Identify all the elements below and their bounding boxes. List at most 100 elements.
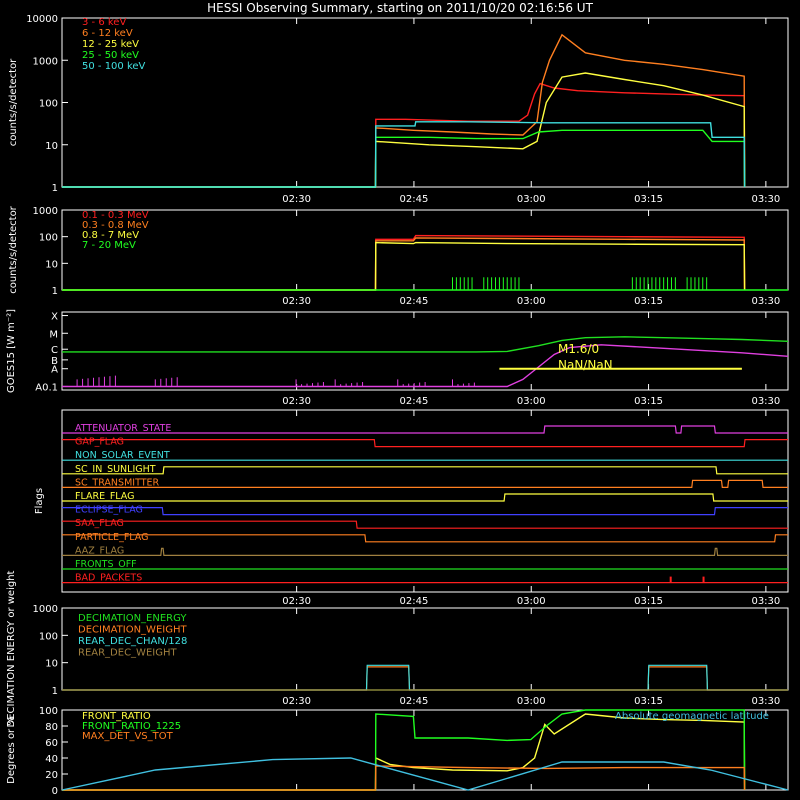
- x-tick-label: 03:30: [751, 696, 780, 707]
- y-tick-label: 1000: [33, 56, 58, 67]
- x-tick-label: 02:45: [400, 296, 429, 307]
- series-line: [62, 520, 788, 529]
- y-axis-label: counts/s/detector: [8, 58, 19, 146]
- flag-label: ATTENUATOR_STATE: [75, 423, 171, 434]
- flag-label: NON_SOLAR_EVENT: [75, 450, 170, 461]
- series-line: [62, 439, 788, 448]
- geomag-annotation: Absolute geomagnetic latitude: [615, 711, 769, 722]
- x-tick-label: 03:00: [517, 296, 546, 307]
- x-tick-label: 03:30: [751, 396, 780, 407]
- flag-label: ECLIPSE_FLAG: [75, 505, 143, 516]
- flag-label: FLARE_FLAG: [75, 491, 135, 502]
- y-tick-label: B: [51, 356, 58, 367]
- nan-annotation: NaN/NaN: [558, 358, 613, 372]
- x-tick-label: 02:30: [282, 696, 311, 707]
- x-tick-label: 03:30: [751, 596, 780, 607]
- x-tick-label: 02:45: [400, 696, 429, 707]
- y-tick-label: A: [51, 365, 58, 376]
- series-line: [62, 534, 788, 543]
- y-axis-label: Flags: [34, 488, 45, 514]
- x-tick-label: 02:30: [282, 596, 311, 607]
- x-tick-label: 02:30: [282, 396, 311, 407]
- flag-label: FRONTS_OFF: [75, 559, 137, 570]
- panel-frame: [61, 709, 789, 791]
- series-line: [62, 336, 789, 353]
- flag-label: AAZ_FLAG: [75, 545, 124, 556]
- panel-decimation: 1 10 100 1000 DECIMATION_ENERGYDECIMATION_WE…: [6, 570, 789, 727]
- series-line: [62, 493, 788, 502]
- x-tick-label: 03:15: [634, 596, 663, 607]
- y-axis-label: GOES15 [W m⁻²]: [6, 309, 17, 393]
- x-tick-label: 02:30: [282, 296, 311, 307]
- y-tick-label: C: [51, 345, 58, 356]
- y-axis-label: DECIMATION ENERGY or weight: [6, 570, 17, 727]
- y-tick-label: 60: [45, 738, 58, 749]
- x-tick-label: 02:30: [282, 194, 311, 205]
- legend-entry: DECIMATION_WEIGHT: [78, 625, 187, 636]
- legend-entry: DECIMATION_ENERGY: [78, 613, 187, 624]
- legend-entry: FRONT_RATIO_1225: [82, 721, 181, 732]
- flag-label: SC_TRANSMITTER: [75, 477, 160, 488]
- y-tick-label: 100: [39, 99, 58, 110]
- panel-ratio: 0 20 40 60 80 100 FRONT_RATIOFRONT_RATIO_1225M…: [6, 706, 789, 797]
- series-line: [62, 425, 788, 434]
- legend-entry: MAX_DET_VS_TOT: [82, 731, 174, 742]
- y-tick-label: 10000: [26, 14, 58, 25]
- y-axis-label: counts/s/detector: [8, 205, 19, 293]
- flag-label: BAD_PACKETS: [75, 573, 142, 584]
- x-tick-label: 03:00: [517, 696, 546, 707]
- y-tick-label: 40: [45, 754, 58, 765]
- legend-entry: 0.1 - 0.3 MeV: [82, 210, 149, 221]
- series-line: [62, 344, 789, 388]
- y-tick-label: 10: [45, 141, 58, 152]
- legend-entry: 12 - 25 keV: [82, 39, 139, 50]
- series-line: [62, 507, 788, 516]
- flag-label: GAP_FLAG: [75, 437, 124, 448]
- series-line: [62, 241, 746, 291]
- legend-entry: 6 - 12 keV: [82, 28, 133, 39]
- series-line: [62, 466, 788, 475]
- flare-class-annotation: M1.6/0: [558, 342, 599, 356]
- x-tick-label: 03:15: [634, 194, 663, 205]
- y-tick-label: 1000: [33, 604, 58, 615]
- series-line: [62, 72, 746, 188]
- x-tick-label: 03:00: [517, 396, 546, 407]
- x-tick-label: 02:45: [400, 396, 429, 407]
- flag-label: PARTICLE_FLAG: [75, 532, 148, 543]
- panel-flags: ATTENUATOR_STATE GAP_FLAG NON_SOLAR_EVENT S…: [34, 409, 789, 607]
- y-tick-label: 1: [52, 286, 58, 297]
- legend-entry: 0.8 - 7 MeV: [82, 230, 139, 241]
- legend-entry: REAR_DEC_CHAN/128: [78, 636, 187, 647]
- y-tick-label: A0.1: [35, 382, 58, 393]
- legend-entry: 7 - 20 MeV: [82, 240, 136, 251]
- series-line: [62, 709, 746, 791]
- y-axis-label: Degrees or %: [6, 716, 17, 784]
- series-line: [62, 33, 746, 188]
- flag-label: SC_IN_SUNLIGHT: [75, 464, 156, 475]
- series-line: [61, 757, 789, 791]
- panel-frame: [61, 311, 789, 391]
- y-tick-label: 100: [39, 706, 58, 717]
- series-line: [62, 479, 788, 488]
- y-tick-label: 1: [52, 686, 58, 697]
- x-tick-label: 03:15: [634, 396, 663, 407]
- x-tick-label: 03:00: [517, 596, 546, 607]
- series-line: [62, 765, 746, 791]
- y-tick-label: 0: [52, 786, 58, 797]
- y-tick-label: 100: [39, 631, 58, 642]
- legend-entry: 3 - 6 keV: [82, 17, 126, 28]
- series-line: [62, 121, 746, 188]
- x-tick-label: 03:15: [634, 696, 663, 707]
- x-tick-label: 02:45: [400, 194, 429, 205]
- x-tick-label: 03:30: [751, 194, 780, 205]
- y-tick-label: X: [51, 312, 58, 323]
- series-line: [62, 82, 746, 188]
- series-line: [62, 713, 746, 791]
- legend-entry: 25 - 50 keV: [82, 50, 139, 61]
- series-line: [62, 547, 788, 557]
- y-tick-label: 100: [39, 233, 58, 244]
- flag-label: SAA_FLAG: [75, 518, 124, 529]
